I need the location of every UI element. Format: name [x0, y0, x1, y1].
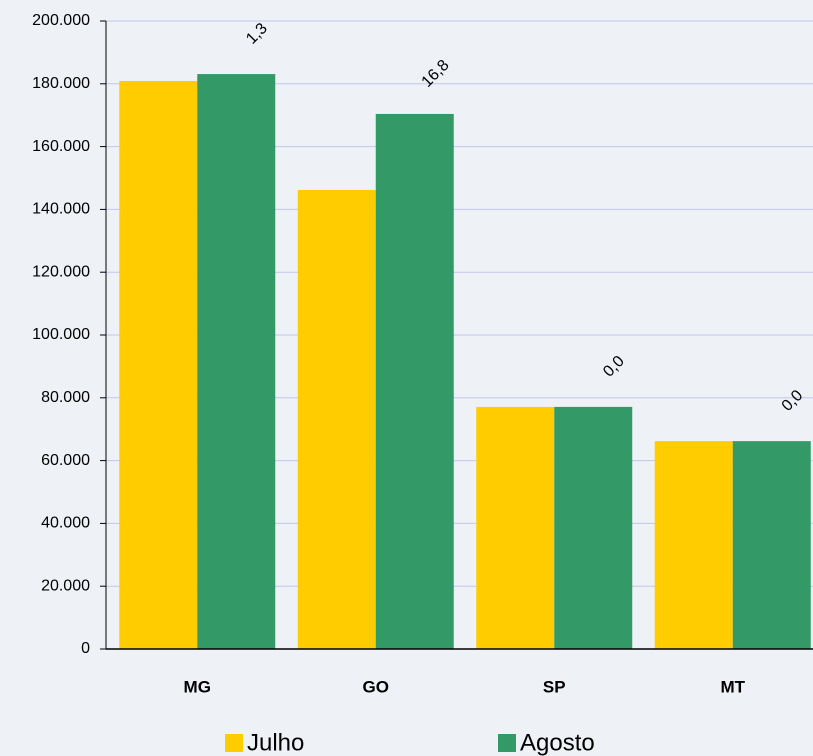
bar [297, 189, 376, 649]
legend-label: Agosto [520, 729, 595, 756]
y-tick-label: 20.000 [41, 577, 90, 594]
y-tick-label: 120.000 [32, 263, 90, 280]
annotation: 1,3 [243, 20, 271, 48]
legend-swatch [225, 734, 243, 752]
y-tick-label: 60.000 [41, 452, 90, 469]
annotation: 16,8 [419, 57, 453, 91]
y-tick-label: 40.000 [41, 515, 90, 532]
y-tick-label: 160.000 [32, 138, 90, 155]
bar [476, 406, 555, 649]
y-tick-label: 200.000 [32, 12, 90, 29]
annotation: 0,0 [779, 387, 807, 415]
bar [197, 74, 276, 650]
x-tick-label: MG [184, 677, 211, 696]
y-tick-label: 140.000 [32, 201, 90, 218]
y-tick-label: 100.000 [32, 326, 90, 343]
y-tick-label: 180.000 [32, 75, 90, 92]
x-tick-label: GO [363, 677, 389, 696]
bar [554, 406, 633, 649]
bar [732, 441, 811, 649]
y-tick-label: 0 [81, 640, 90, 657]
legend-swatch [498, 734, 516, 752]
y-tick-label: 80.000 [41, 389, 90, 406]
annotation: 0,0 [600, 353, 628, 381]
bar [119, 80, 198, 649]
x-tick-label: SP [543, 677, 566, 696]
bar [654, 441, 733, 649]
x-tick-label: MT [720, 677, 745, 696]
legend-label: Julho [247, 729, 304, 756]
bar [375, 113, 454, 650]
